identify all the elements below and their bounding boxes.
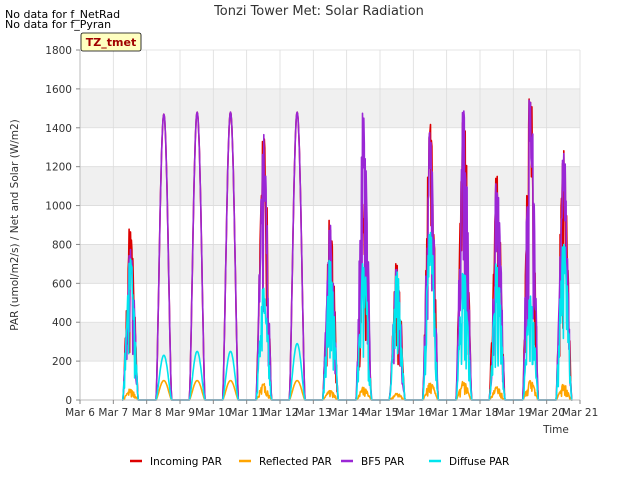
legend-label: Reflected PAR (259, 456, 332, 468)
x-tick-label: Mar 21 (562, 407, 599, 419)
x-tick-label: Mar 12 (262, 407, 299, 419)
legend-label: Incoming PAR (150, 456, 222, 468)
y-tick-label: 1200 (45, 162, 72, 174)
x-tick-label: Mar 9 (165, 407, 195, 419)
badge-label: TZ_tmet (86, 36, 136, 49)
y-tick-label: 800 (52, 239, 72, 251)
legend-label: Diffuse PAR (449, 456, 509, 468)
x-tick-label: Mar 18 (462, 407, 499, 419)
x-axis-label: Time (542, 424, 569, 436)
tz-tmet-badge: TZ_tmet (80, 32, 142, 52)
x-tick-label: Mar 6 (65, 407, 95, 419)
y-tick-label: 200 (52, 356, 72, 368)
plot-band (80, 50, 580, 89)
chart-title: Tonzi Tower Met: Solar Radiation (213, 4, 424, 19)
x-tick-label: Mar 13 (295, 407, 332, 419)
x-tick-label: Mar 8 (132, 407, 162, 419)
x-tick-label: Mar 19 (495, 407, 532, 419)
no-data-netrad-note: No data for f_NetRad (5, 8, 121, 21)
plot-band (80, 166, 580, 206)
x-tick-label: Mar 17 (428, 407, 465, 419)
y-tick-label: 1600 (45, 84, 72, 96)
y-tick-label: 1000 (45, 201, 72, 213)
no-data-pyran-note: No data for f_Pyran (5, 18, 112, 31)
x-tick-label: Mar 20 (528, 407, 565, 419)
x-tick-label: Mar 7 (98, 407, 128, 419)
y-tick-label: 0 (65, 395, 72, 407)
x-tick-label: Mar 11 (228, 407, 265, 419)
x-tick-label: Mar 16 (395, 407, 432, 419)
plot-band (80, 127, 580, 167)
x-tick-label: Mar 15 (362, 407, 399, 419)
y-tick-label: 1400 (45, 123, 72, 135)
legend: Incoming PAR Reflected PAR BF5 PAR Diffuse … (130, 456, 509, 468)
y-tick-label: 400 (52, 317, 72, 329)
y-tick-label: 1800 (45, 45, 72, 57)
x-tick-label: Mar 10 (195, 407, 232, 419)
plot-band (80, 88, 580, 128)
y-axis-label: PAR (umol/m2/s) / Net and Solar (W/m2) (9, 119, 21, 331)
y-tick-label: 600 (52, 278, 72, 290)
legend-label: BF5 PAR (361, 456, 404, 468)
x-tick-label: Mar 14 (328, 407, 365, 419)
